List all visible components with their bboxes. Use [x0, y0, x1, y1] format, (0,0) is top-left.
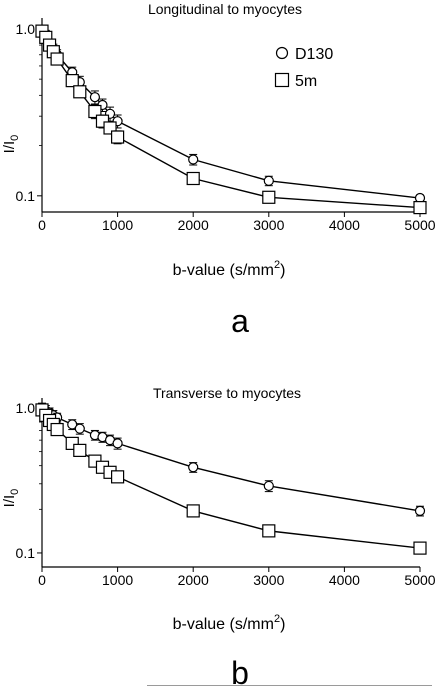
x-tick-label: 5000 [404, 572, 435, 588]
x-tick-label: 1000 [102, 217, 133, 233]
x-tick-label: 3000 [253, 217, 284, 233]
chart-title: Longitudinal to myocytes [148, 1, 302, 17]
legend: D130 5m [274, 46, 333, 90]
x-tick-label: 2000 [178, 217, 209, 233]
y-axis-label-sub: 0 [9, 135, 21, 141]
data-point-circle [89, 92, 101, 103]
data-point-circle [414, 505, 426, 517]
chart-panel-b: Transverse to myocytes I/I0 0 1000 2000 300… [1, 385, 435, 687]
data-point-square [50, 422, 64, 437]
x-tick-label: 4000 [329, 572, 360, 588]
data-point-square [262, 524, 276, 538]
data-point-square [413, 201, 427, 215]
data-point-square [88, 104, 102, 119]
data-point-circle [112, 438, 123, 449]
x-tick-label: 0 [38, 217, 46, 233]
x-axis-label: b-value (s/mm2) [173, 613, 286, 633]
x-axis-label: b-value (s/mm2) [173, 259, 286, 279]
y-axis-label-sub: 0 [9, 489, 21, 495]
data-point-square [186, 504, 200, 518]
x-tick-label: 5000 [404, 217, 435, 233]
y-tick-label: 0.1 [16, 545, 36, 561]
data-point-square [262, 190, 276, 204]
y-axis-label: I/I0 [1, 135, 21, 154]
y-axis-label-main: I/I [1, 495, 18, 508]
x-axis-label-sup: 2 [274, 613, 280, 625]
data-point-circle [263, 175, 274, 186]
plot-area: 0 1000 2000 3000 4000 5000 0.1 1.0 [16, 18, 435, 233]
y-tick-label: 0.1 [16, 188, 36, 204]
y-tick-label: 1.0 [16, 400, 36, 416]
x-axis-label-tail: ) [280, 262, 285, 279]
x-axis-label-sup: 2 [274, 259, 280, 271]
legend-marker-circle [275, 46, 289, 60]
x-tick-label: 4000 [329, 217, 360, 233]
panel-label: b [231, 655, 249, 687]
data-point-square [110, 470, 125, 484]
data-point-circle [188, 462, 199, 473]
data-point-square [50, 52, 64, 66]
plot-area: 0 1000 2000 3000 4000 5000 0.1 1.0 [16, 398, 435, 588]
legend-label-d130: D130 [295, 46, 333, 63]
data-point-square [73, 443, 87, 457]
chart-title: Transverse to myocytes [153, 385, 301, 401]
y-axis-label: I/I0 [1, 489, 21, 508]
data-point-square [73, 85, 87, 99]
x-axis-label-tail: ) [280, 616, 285, 633]
data-point-circle [263, 480, 274, 492]
data-point-circle [74, 423, 85, 434]
x-tick-label: 3000 [253, 572, 284, 588]
data-point-square [65, 74, 79, 88]
data-point-square [110, 130, 125, 144]
data-point-circle [188, 154, 199, 165]
data-point-square [413, 541, 427, 555]
legend-label-5m: 5m [295, 73, 317, 90]
x-tick-label: 1000 [102, 572, 133, 588]
chart-panel-a: Longitudinal to myocytes I/I0 0 1000 2000 3… [1, 1, 435, 339]
legend-marker-square [274, 72, 290, 88]
x-axis-label-main: b-value (s/mm [173, 262, 274, 279]
panel-label: a [231, 303, 249, 339]
x-tick-label: 0 [38, 572, 46, 588]
y-axis-label-main: I/I [1, 141, 18, 154]
data-point-square [186, 171, 200, 186]
footer-divider [147, 685, 432, 686]
y-tick-label: 1.0 [16, 21, 36, 37]
data-point-circle [67, 419, 78, 430]
x-tick-label: 2000 [178, 572, 209, 588]
x-axis-label-main: b-value (s/mm [173, 616, 274, 633]
